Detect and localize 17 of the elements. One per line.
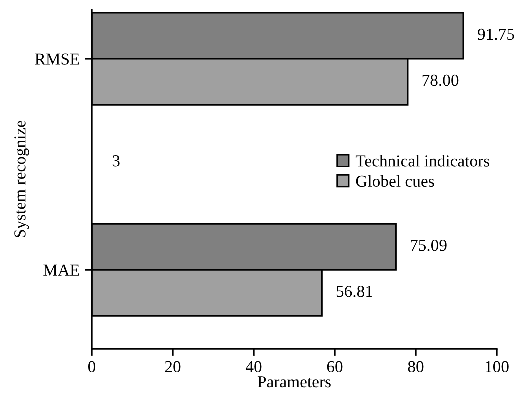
legend-label: Globel cues: [356, 175, 434, 188]
legend-label: Technical indicators: [356, 155, 490, 167]
x-tick-label: 60: [327, 361, 343, 373]
y-axis-title: System recognize: [14, 121, 30, 238]
y-tick-label: RMSE: [35, 54, 80, 65]
x-tick-label: 80: [408, 361, 424, 373]
data-label: 75.09: [411, 240, 447, 252]
x-tick-label: 0: [88, 361, 96, 373]
annotation: 3: [112, 156, 120, 167]
data-label: 91.75: [478, 28, 514, 40]
x-tick-label: 20: [165, 361, 181, 373]
data-label: 78.00: [422, 74, 459, 86]
x-tick-label: 40: [246, 361, 262, 373]
data-label: 56.81: [336, 286, 372, 298]
x-tick-label: 100: [486, 361, 509, 373]
x-axis-title: Parameters: [258, 376, 331, 388]
y-tick-label: MAE: [44, 264, 80, 276]
